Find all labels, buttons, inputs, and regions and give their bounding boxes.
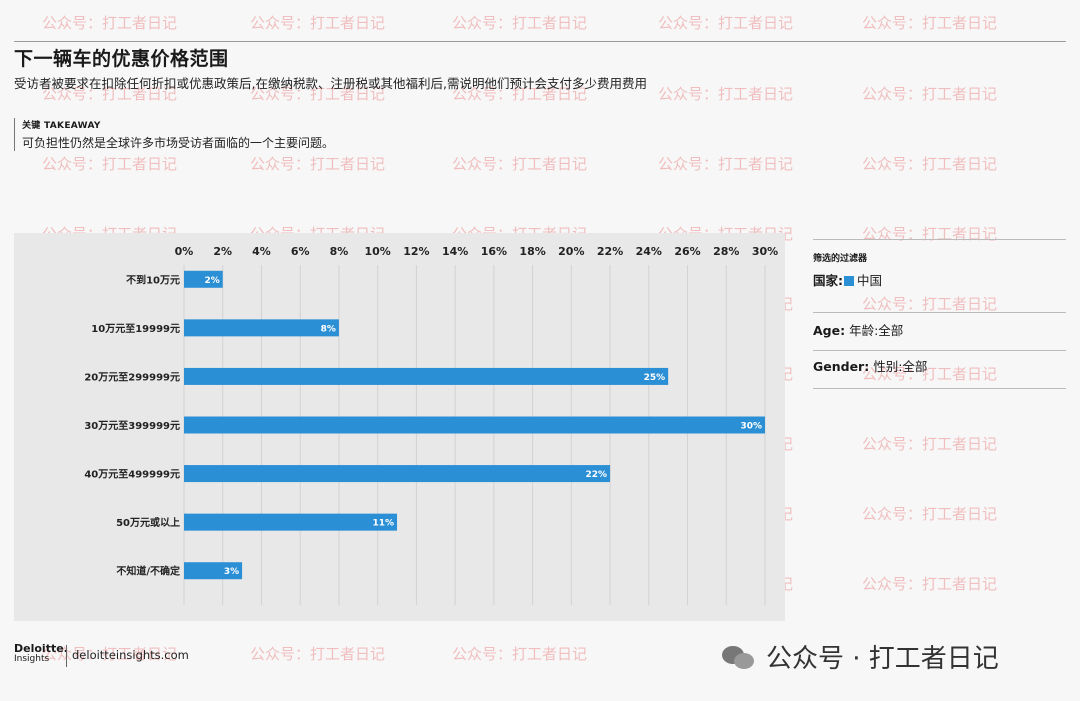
filter-gender[interactable]: Gender: 性别:全部 xyxy=(813,351,1066,388)
filters-divider xyxy=(813,388,1066,389)
x-tick-label: 14% xyxy=(442,245,468,258)
category-label: 30万元至399999元 xyxy=(84,420,180,432)
filter-country-key: 国家: xyxy=(813,273,843,288)
category-label: 50万元或以上 xyxy=(116,516,180,529)
page-title: 下一辆车的优惠价格范围 xyxy=(14,48,229,70)
filter-gender-key: Gender: xyxy=(813,359,870,374)
watermark-text: 公众号：打工者日记 xyxy=(862,575,998,593)
filters-divider xyxy=(813,239,1066,240)
filters-divider xyxy=(813,312,1066,313)
x-tick-label: 2% xyxy=(213,245,232,258)
watermark-text: 公众号：打工者日记 xyxy=(862,155,998,173)
watermark-text: 公众号：打工者日记 xyxy=(250,14,386,32)
x-tick-label: 8% xyxy=(330,245,349,258)
watermark-text: 公众号：打工者日记 xyxy=(658,85,794,103)
page-subtitle: 受访者被要求在扣除任何折扣或优惠政策后,在缴纳税款、注册税或其他福利后,需说明他… xyxy=(14,76,647,91)
x-tick-label: 18% xyxy=(519,245,545,258)
data-label: 8% xyxy=(321,324,336,334)
takeaway-box: 关键 TAKEAWAY 可负担性仍然是全球许多市场受访者面临的一个主要问题。 xyxy=(14,118,334,151)
bar xyxy=(184,513,398,531)
data-label: 11% xyxy=(372,519,394,529)
filters-panel: 筛选的过滤器 国家: 中国 Age: 年龄:全部 Gender: 性别:全部 xyxy=(813,239,1066,389)
wechat-badge-text: 公众号 · 打工者日记 xyxy=(766,644,999,674)
filter-age-key: Age: xyxy=(813,323,846,338)
watermark-text: 公众号：打工者日记 xyxy=(658,14,794,32)
takeaway-heading: 关键 TAKEAWAY xyxy=(22,121,101,131)
data-label: 25% xyxy=(644,373,666,383)
watermark-text: 公众号：打工者日记 xyxy=(452,645,588,663)
x-tick-label: 0% xyxy=(175,245,194,258)
footer-divider xyxy=(66,645,67,667)
data-label: 2% xyxy=(204,276,219,286)
watermark-text: 公众号：打工者日记 xyxy=(42,14,178,32)
bar-chart: 0% 2% 4% 6% 8% 10% 12% 14% 16% 18% 20% 22% 24% 26% 28%… xyxy=(84,245,778,605)
site-link[interactable]: deloitteinsights.com xyxy=(72,648,189,662)
data-label: 22% xyxy=(586,470,608,480)
x-tick-label: 24% xyxy=(636,245,662,258)
category-label: 20万元至299999元 xyxy=(84,371,180,383)
data-label: 30% xyxy=(740,422,762,432)
x-tick-label: 12% xyxy=(403,245,429,258)
x-tick-label: 28% xyxy=(713,245,739,258)
filter-gender-value: 性别:全部 xyxy=(873,359,928,374)
wechat-icon xyxy=(722,642,758,672)
x-tick-label: 30% xyxy=(752,245,778,258)
bar xyxy=(184,465,611,483)
x-tick-label: 20% xyxy=(558,245,584,258)
country-color-swatch xyxy=(844,276,854,286)
takeaway-text: 可负担性仍然是全球许多市场受访者面临的一个主要问题。 xyxy=(22,136,335,150)
watermark-text: 公众号：打工者日记 xyxy=(452,155,588,173)
logo-subtext: Insights xyxy=(14,654,50,664)
watermark-text: 公众号：打工者日记 xyxy=(42,155,178,173)
bar xyxy=(184,270,223,288)
x-tick-label: 10% xyxy=(364,245,390,258)
filters-heading: 筛选的过滤器 xyxy=(813,254,868,264)
x-tick-label: 26% xyxy=(674,245,700,258)
watermark-text: 公众号：打工者日记 xyxy=(862,505,998,523)
category-label: 不到10万元 xyxy=(126,273,180,286)
data-label: 3% xyxy=(224,567,239,577)
watermark-text: 公众号：打工者日记 xyxy=(452,14,588,32)
watermark-text: 公众号：打工者日记 xyxy=(250,155,386,173)
wechat-badge: 公众号 · 打工者日记 xyxy=(722,638,999,675)
category-label: 40万元至499999元 xyxy=(84,469,180,481)
filter-age-value: 年龄:全部 xyxy=(849,323,904,338)
bar xyxy=(184,319,339,337)
watermark-text: 公众号：打工者日记 xyxy=(658,155,794,173)
x-tick-label: 16% xyxy=(481,245,507,258)
filter-age[interactable]: Age: 年龄:全部 xyxy=(813,313,1066,350)
bar xyxy=(184,416,765,434)
logo-text: Deloitte. xyxy=(14,642,68,655)
x-tick-label: 22% xyxy=(597,245,623,258)
category-label: 不知道/不确定 xyxy=(116,565,180,578)
category-label: 10万元至19999元 xyxy=(91,323,180,335)
filter-country[interactable]: 国家: 中国 xyxy=(813,273,1066,312)
bar xyxy=(184,562,243,580)
watermark-text: 公众号：打工者日记 xyxy=(862,435,998,453)
watermark-text: 公众号：打工者日记 xyxy=(862,14,998,32)
top-rule xyxy=(14,41,1066,42)
filters-divider xyxy=(813,350,1066,351)
watermark-text: 公众号：打工者日记 xyxy=(862,85,998,103)
deloitte-logo: Deloitte. Insights xyxy=(14,643,68,664)
filter-country-value: 中国 xyxy=(857,273,883,288)
watermark-text: 公众号：打工者日记 xyxy=(250,645,386,663)
x-tick-label: 4% xyxy=(252,245,271,258)
bar xyxy=(184,367,669,385)
x-tick-label: 6% xyxy=(291,245,310,258)
